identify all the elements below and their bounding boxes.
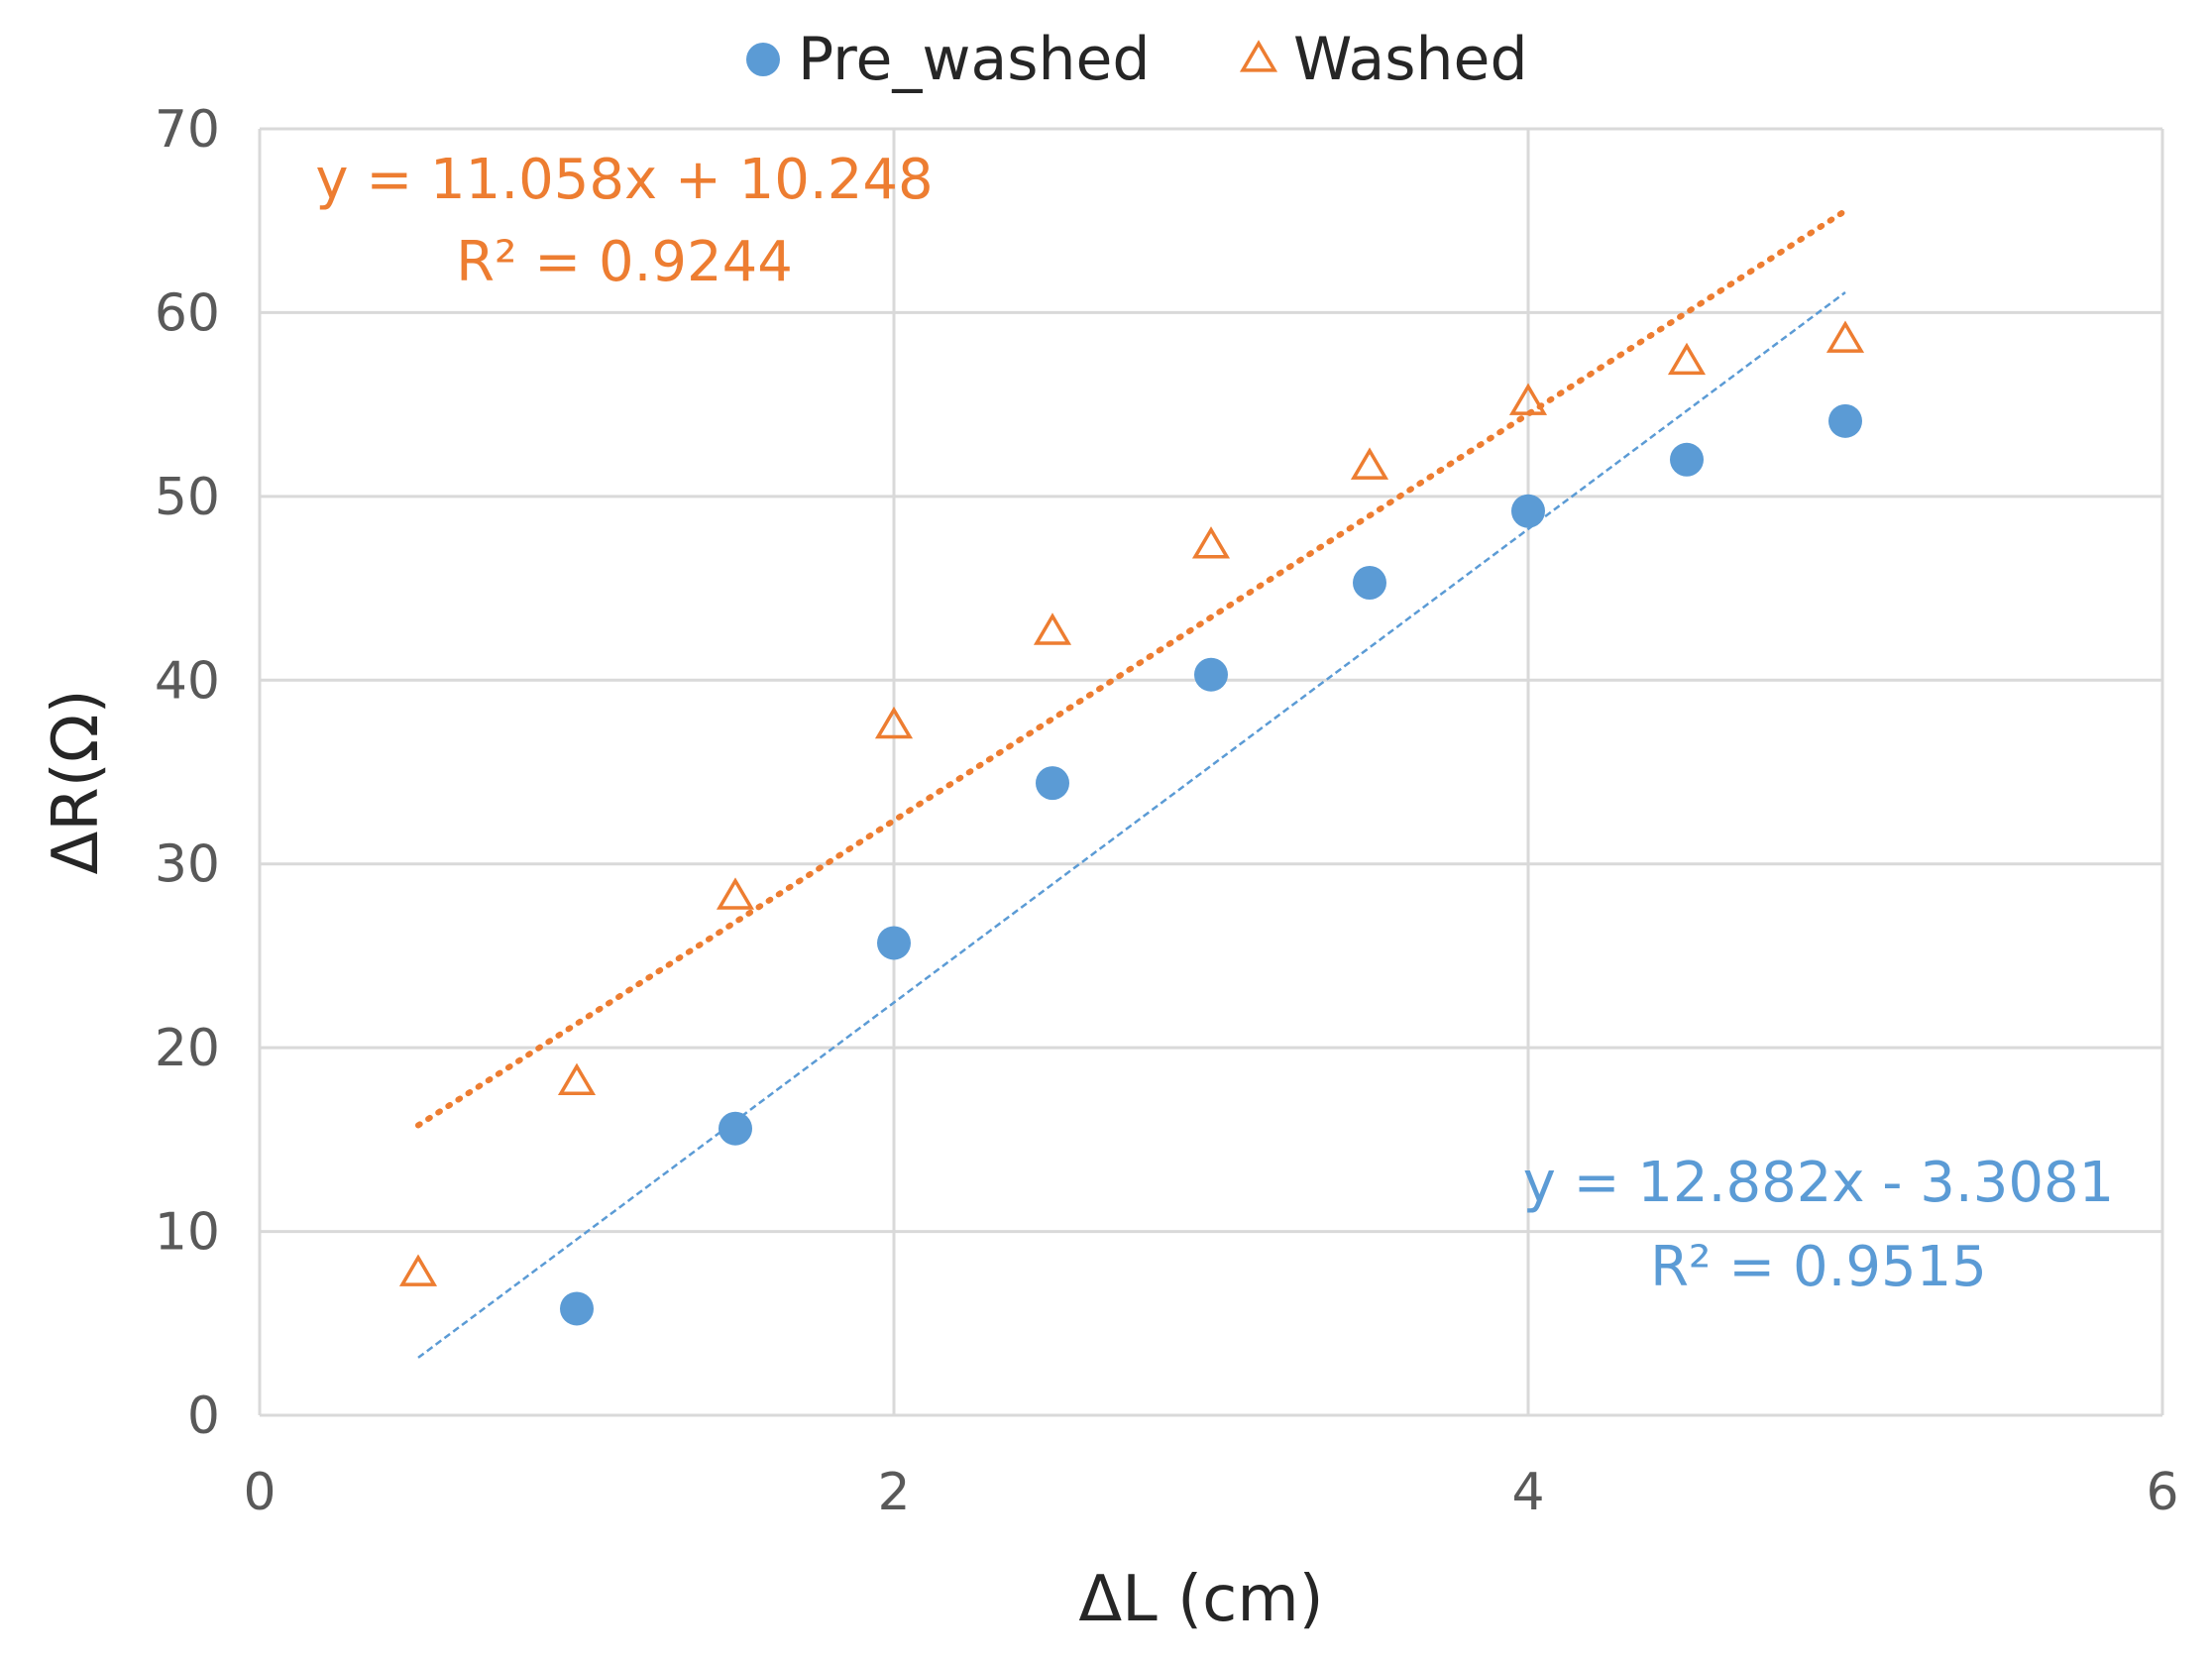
y-tick-label: 40 [155,651,220,711]
washed-point [1191,526,1231,559]
y-tick-label: 20 [155,1019,220,1078]
washed-point [557,1062,597,1096]
pre-washed-point [1670,442,1704,477]
washed-point [716,877,755,910]
pre-washed-point [877,926,911,960]
trendline-equation: y = 11.058x + 10.248 [315,148,933,212]
trendline-pre-washed [417,290,1846,1359]
legend-marker-triangle [1239,40,1278,72]
y-tick-label: 70 [155,100,220,160]
x-tick-label: 2 [877,1463,910,1522]
y-tick-label: 0 [187,1387,220,1446]
x-tick-label: 4 [1511,1463,1544,1522]
y-tick-label: 60 [155,283,220,343]
pre-washed-point [1353,566,1386,601]
trendline-r-squared: R² = 0.9244 [456,230,793,294]
pre-washed-point [1194,657,1228,692]
pre-washed-point [719,1111,752,1146]
legend-marker-circle [746,43,780,76]
washed-point [1350,447,1389,480]
y-tick-label: 50 [155,468,220,527]
washed-point [1033,612,1072,645]
pre-washed-point [1828,403,1862,438]
washed-point [1508,383,1548,415]
pre-washed-point [1511,494,1545,528]
legend-label: Pre_washed [798,25,1151,94]
x-tick-label: 0 [243,1463,276,1522]
trendline-washed [415,207,1848,1129]
pre-washed-point [1036,766,1069,801]
x-axis-title: ΔL (cm) [1078,1563,1323,1636]
washed-point [1825,320,1865,353]
washed-point [1667,342,1707,376]
pre-washed-point [560,1291,594,1326]
y-axis-title: ΔR(Ω) [40,689,113,874]
washed-point [874,706,914,739]
trendline-r-squared: R² = 0.9515 [1650,1235,1987,1299]
trendline-equation: y = 12.882x - 3.3081 [1523,1151,2115,1215]
y-tick-label: 30 [155,835,220,895]
x-tick-label: 6 [2146,1463,2178,1522]
legend-label: Washed [1293,25,1528,94]
y-tick-label: 10 [155,1203,220,1263]
washed-point [398,1254,438,1286]
